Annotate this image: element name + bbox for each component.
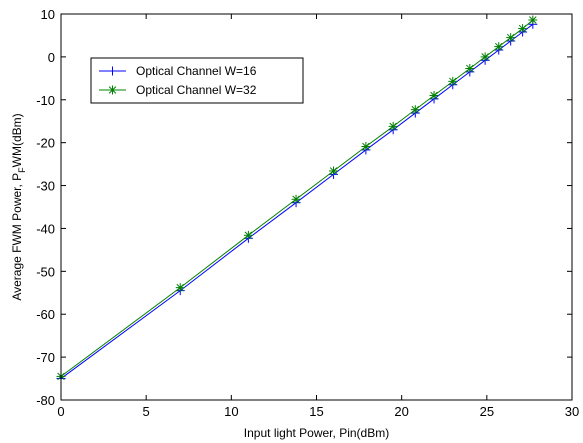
- data-point-marker: [448, 76, 458, 86]
- y-axis-label: Average FWM Power, PFWM(dBm): [10, 113, 27, 300]
- data-point-marker: [465, 63, 475, 73]
- y-tick-label: -30: [36, 179, 55, 194]
- x-tick-label: 5: [143, 404, 150, 419]
- data-point-marker: [494, 42, 504, 52]
- y-axis: -80 -70 -60 -50 -40 -30 -20 -10 0 10: [36, 7, 572, 408]
- data-point-marker: [361, 142, 371, 152]
- legend-marker-symbol: [108, 85, 117, 95]
- series-line-w32: [60, 19, 534, 377]
- series-layer: [56, 15, 538, 384]
- series-line-w16: [60, 23, 534, 379]
- data-point-marker: [518, 24, 528, 34]
- x-tick-label: 30: [565, 404, 579, 419]
- y-tick-label: -10: [36, 93, 55, 108]
- data-point-marker: [506, 33, 516, 43]
- data-point-marker: [243, 230, 253, 240]
- y-tick-label: -40: [36, 221, 55, 236]
- data-point-marker: [291, 194, 301, 204]
- legend: Optical Channel W=16 Optical Channel W=3…: [90, 57, 304, 104]
- legend-marker-w16: [108, 66, 117, 76]
- data-point-marker: [480, 52, 490, 62]
- y-axis-label-subscript: F: [17, 167, 27, 173]
- y-axis-label-tail: WM(dBm): [10, 113, 24, 167]
- x-axis: 0 5 10 15 20 25 30: [57, 14, 579, 419]
- x-tick-label: 20: [394, 404, 408, 419]
- x-tick-label: 10: [224, 404, 238, 419]
- legend-marker-w32: [108, 85, 117, 95]
- y-tick-label: -60: [36, 307, 55, 322]
- x-tick-label: 15: [309, 404, 323, 419]
- x-tick-label: 25: [480, 404, 494, 419]
- legend-box: [90, 57, 304, 104]
- data-point-marker: [329, 166, 339, 176]
- legend-marker-symbol: [108, 66, 117, 76]
- legend-label-w16: Optical Channel W=16: [136, 64, 257, 78]
- legend-label-w32: Optical Channel W=32: [136, 83, 257, 97]
- y-tick-label: -70: [36, 350, 55, 365]
- x-axis-label: Input light Power, Pin(dBm): [244, 426, 389, 440]
- data-point-marker: [429, 90, 439, 100]
- y-axis-label-main: Average FWM Power, P: [10, 173, 24, 301]
- y-tick-label: 0: [48, 50, 55, 65]
- y-tick-label: 10: [41, 7, 55, 22]
- data-point-marker: [410, 105, 420, 115]
- y-tick-label: -50: [36, 264, 55, 279]
- x-tick-label: 0: [57, 404, 64, 419]
- data-point-marker: [175, 283, 185, 293]
- data-point-marker: [528, 15, 538, 25]
- y-tick-label: -80: [36, 393, 55, 408]
- data-point-marker: [388, 121, 398, 131]
- y-tick-label: -20: [36, 136, 55, 151]
